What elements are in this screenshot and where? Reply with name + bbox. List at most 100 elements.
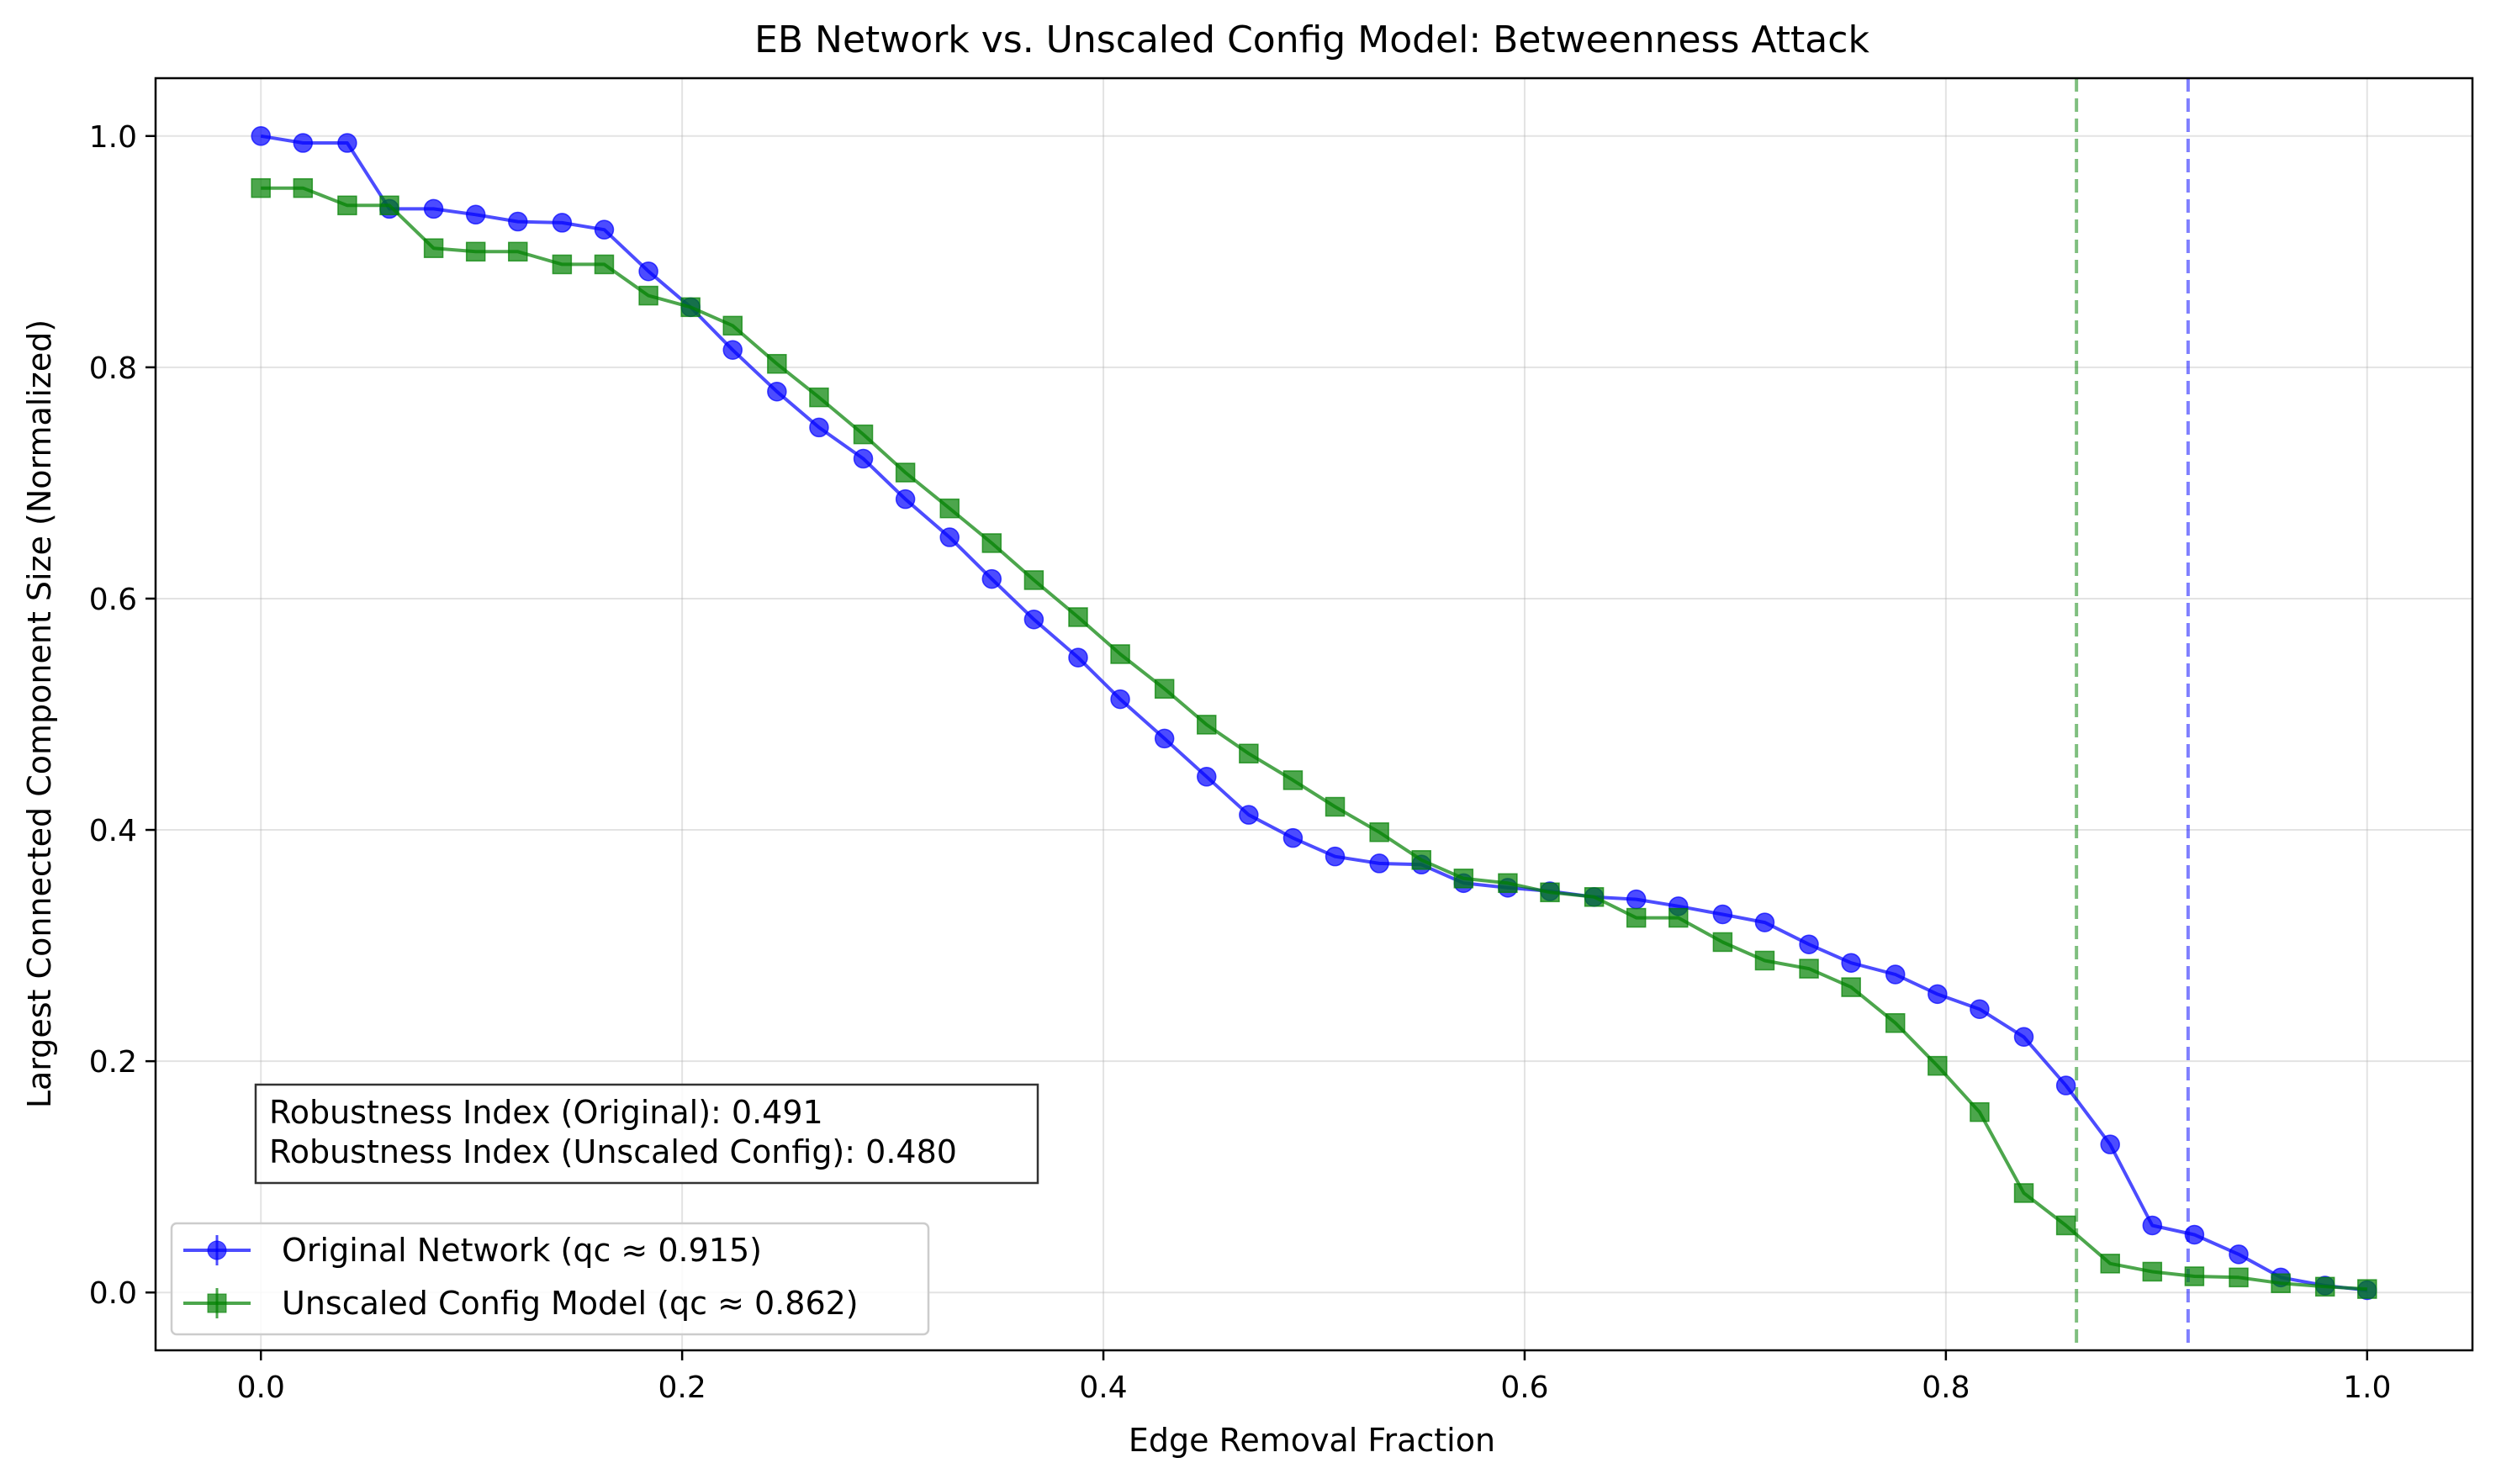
- x-tick-label: 0.8: [1922, 1370, 1970, 1405]
- data-point-original: [1068, 647, 1088, 668]
- data-point-unscaled: [1799, 959, 1819, 979]
- data-point-original: [1626, 889, 1647, 910]
- data-point-unscaled: [508, 241, 528, 262]
- data-point-unscaled: [465, 241, 486, 262]
- annotation-line-original: Robustness Index (Original): 0.491: [269, 1094, 823, 1131]
- annotation-box: [254, 1083, 1039, 1185]
- y-tick-label: 0.6: [89, 583, 137, 617]
- data-point-original: [1970, 999, 1990, 1019]
- data-point-original: [809, 417, 829, 438]
- data-point-original: [1928, 984, 1948, 1005]
- data-point-unscaled: [1110, 644, 1130, 664]
- data-point-original: [1712, 904, 1733, 925]
- data-point-original: [594, 219, 615, 240]
- data-point-original: [423, 198, 444, 219]
- data-point-unscaled: [1239, 743, 1259, 764]
- data-point-unscaled: [1754, 950, 1775, 971]
- data-point-original: [1154, 728, 1175, 749]
- data-point-unscaled: [1668, 907, 1689, 928]
- data-point-unscaled: [1023, 570, 1044, 590]
- data-point-unscaled: [809, 387, 829, 408]
- data-point-unscaled: [552, 254, 573, 275]
- data-point-unscaled: [337, 195, 357, 216]
- y-tick-label: 0.0: [89, 1276, 137, 1311]
- data-point-original: [1110, 689, 1130, 710]
- data-point-original: [508, 211, 528, 232]
- data-point-unscaled: [767, 353, 787, 374]
- data-point-unscaled: [1453, 869, 1474, 889]
- data-point-original: [552, 213, 573, 233]
- data-point-unscaled: [2142, 1261, 2163, 1282]
- data-point-original: [981, 568, 1002, 589]
- data-point-unscaled: [2314, 1276, 2335, 1297]
- legend-marker-unscaled: [207, 1293, 227, 1313]
- data-point-unscaled: [2271, 1273, 2291, 1293]
- data-point-unscaled: [2357, 1279, 2377, 1299]
- legend-label-original: Original Network (qc ≈ 0.915): [282, 1232, 762, 1269]
- data-point-unscaled: [379, 195, 399, 216]
- data-point-original: [1197, 767, 1217, 787]
- data-point-original: [2142, 1215, 2163, 1236]
- data-point-unscaled: [1411, 850, 1431, 870]
- data-point-unscaled: [2100, 1254, 2120, 1274]
- x-tick-label: 1.0: [2343, 1370, 2391, 1405]
- data-point-unscaled: [1626, 907, 1647, 928]
- data-point-unscaled: [251, 177, 271, 198]
- x-tick-label: 0.0: [237, 1370, 285, 1405]
- data-point-unscaled: [939, 498, 960, 519]
- plot-frame: [154, 77, 2474, 1352]
- data-point-original: [2100, 1134, 2120, 1154]
- data-point-original: [1282, 827, 1304, 848]
- data-point-unscaled: [2013, 1183, 2034, 1203]
- series-unscaled: [251, 177, 2377, 1299]
- annotation-line-unscaled: Robustness Index (Unscaled Config): 0.48…: [269, 1133, 957, 1170]
- legend-label-unscaled: Unscaled Config Model (qc ≈ 0.862): [282, 1285, 859, 1322]
- robustness-annotation: Robustness Index (Original): 0.491 Robus…: [254, 1083, 1039, 1185]
- data-point-unscaled: [1928, 1055, 1948, 1076]
- data-point-original: [1841, 953, 1861, 973]
- data-point-original: [2055, 1075, 2076, 1096]
- data-point-unscaled: [1498, 873, 1518, 894]
- y-tick-label: 0.4: [89, 814, 137, 848]
- legend-entry-original: Original Network (qc ≈ 0.915): [183, 1232, 762, 1269]
- data-point-unscaled: [1197, 715, 1217, 735]
- data-point-original: [895, 489, 916, 510]
- data-point-original: [1239, 805, 1259, 825]
- data-point-original: [767, 381, 787, 402]
- y-tick-label: 0.8: [89, 351, 137, 386]
- data-point-unscaled: [2229, 1267, 2249, 1288]
- data-point-unscaled: [638, 285, 658, 306]
- legend-box: [170, 1222, 930, 1336]
- data-point-unscaled: [1154, 679, 1175, 699]
- data-point-unscaled: [1068, 607, 1088, 627]
- data-point-original: [1885, 964, 1906, 985]
- data-point-unscaled: [895, 462, 916, 483]
- x-tick-label: 0.4: [1079, 1370, 1127, 1405]
- data-point-unscaled: [2055, 1215, 2076, 1236]
- chart-title: EB Network vs. Unscaled Config Model: Be…: [754, 18, 1869, 61]
- data-point-unscaled: [1841, 977, 1861, 997]
- data-point-unscaled: [680, 297, 701, 318]
- data-point-original: [722, 340, 743, 360]
- data-point-unscaled: [1885, 1012, 1906, 1033]
- legend: Original Network (qc ≈ 0.915) Unscaled C…: [170, 1222, 930, 1336]
- data-point-original: [293, 133, 314, 153]
- grid: [156, 78, 2472, 1350]
- data-point-unscaled: [2184, 1266, 2205, 1286]
- data-point-unscaled: [293, 177, 314, 198]
- data-point-original: [2013, 1027, 2034, 1048]
- data-point-original: [1754, 912, 1775, 932]
- data-point-unscaled: [1712, 932, 1733, 953]
- critical-threshold-lines: [2075, 78, 2190, 1350]
- data-point-unscaled: [1540, 882, 1560, 903]
- data-point-unscaled: [594, 254, 615, 275]
- data-point-original: [1369, 853, 1389, 874]
- data-point-original: [2229, 1244, 2249, 1265]
- data-point-unscaled: [1369, 822, 1389, 842]
- y-tick-label: 0.2: [89, 1045, 137, 1080]
- data-point-original: [337, 133, 357, 153]
- data-point-unscaled: [981, 533, 1002, 553]
- data-point-unscaled: [1970, 1101, 1990, 1122]
- legend-entry-unscaled: Unscaled Config Model (qc ≈ 0.862): [183, 1285, 859, 1322]
